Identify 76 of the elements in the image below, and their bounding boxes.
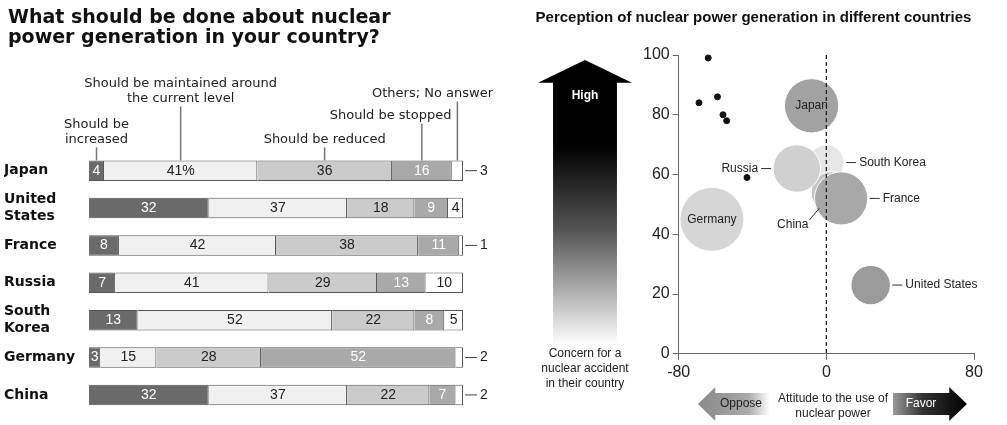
data-label: 36	[316, 161, 333, 178]
data-label: 10	[436, 273, 453, 290]
x-tick-label: -80	[667, 362, 691, 380]
x-tick-label: 0	[821, 362, 831, 380]
data-label: 22	[365, 311, 382, 328]
data-label: 2	[480, 385, 488, 402]
series-label: China	[777, 217, 809, 232]
y-tick-label: 0	[660, 344, 670, 362]
series-label: Should be reduced	[263, 131, 386, 147]
data-label: 41%	[166, 161, 195, 178]
chart-title: What should be done about nuclear power generation in your country?	[8, 5, 392, 47]
data-label: 13	[105, 311, 122, 328]
y-tick-label: 80	[651, 105, 670, 123]
data-label: 37	[270, 385, 286, 402]
text: Oppose	[719, 396, 763, 411]
point	[704, 54, 712, 62]
y-tick-label: Japan	[3, 161, 49, 178]
data-label: 15	[120, 348, 137, 365]
y-tick-label: 40	[651, 224, 670, 242]
data-label: 7	[98, 273, 107, 290]
x-tick-label: 80	[965, 362, 983, 380]
data-label: 8	[100, 236, 109, 253]
data-label: 38	[339, 236, 356, 253]
chart-title: Perception of nuclear power generation in different countries	[534, 8, 973, 25]
y-tick-label: Germany	[4, 348, 76, 365]
text: Others; No answer	[372, 85, 494, 101]
text: Should be stopped	[329, 107, 452, 123]
point	[723, 117, 731, 125]
data-label: 2	[480, 348, 488, 365]
y-tick-label: United States	[4, 190, 57, 224]
data-label: 41	[184, 273, 200, 290]
data-label: 4	[92, 161, 101, 178]
data-label: 5	[449, 311, 458, 328]
data-label: 37	[270, 198, 286, 215]
data-label: 8	[425, 311, 434, 328]
data-label: 4	[451, 198, 460, 215]
data-label: 16	[414, 161, 430, 178]
data-label: 7	[438, 385, 447, 402]
data-label: 11	[431, 236, 447, 253]
data-label: 42	[189, 236, 206, 253]
y-tick-label: South Korea	[4, 302, 51, 336]
series-label: Japan	[795, 98, 828, 113]
y-tick-label: 100	[642, 45, 670, 63]
data-label: 52	[227, 311, 243, 328]
y-tick-label: France	[4, 236, 57, 253]
point	[743, 174, 751, 182]
data-label: 18	[372, 198, 389, 215]
text: Favor	[904, 396, 938, 411]
y-tick-label: 60	[651, 164, 670, 182]
point	[695, 99, 703, 107]
y-tick-label: Russia	[4, 273, 56, 290]
data-label: 28	[200, 348, 217, 365]
data-label: 3	[480, 161, 488, 178]
data-label: 9	[427, 198, 436, 215]
text: High	[570, 88, 600, 103]
y-axis-title: Concern for a nuclear accident in their country	[540, 346, 630, 391]
data-label: 1	[480, 236, 488, 253]
data-label: 52	[350, 348, 367, 365]
series-label: Russia	[721, 160, 759, 175]
y-tick-label: 20	[651, 284, 670, 302]
text: Should be maintained around the current level	[84, 75, 277, 106]
text: Should be increased	[64, 116, 129, 147]
point	[713, 93, 721, 101]
data-label: 32	[141, 385, 157, 402]
point	[719, 111, 727, 119]
series-label: France	[882, 190, 921, 205]
data-label: 29	[314, 273, 331, 290]
x-axis-title: Attitude to the use of nuclear power	[776, 391, 890, 421]
data-label: 3	[90, 348, 99, 365]
y-tick-label: China	[4, 385, 49, 402]
series-label: South Korea	[859, 154, 927, 169]
series-label: United States	[905, 277, 978, 292]
data-label: 22	[380, 385, 397, 402]
data-label: 13	[393, 273, 410, 290]
series-label: Germany	[687, 211, 737, 226]
data-label: 32	[141, 198, 157, 215]
